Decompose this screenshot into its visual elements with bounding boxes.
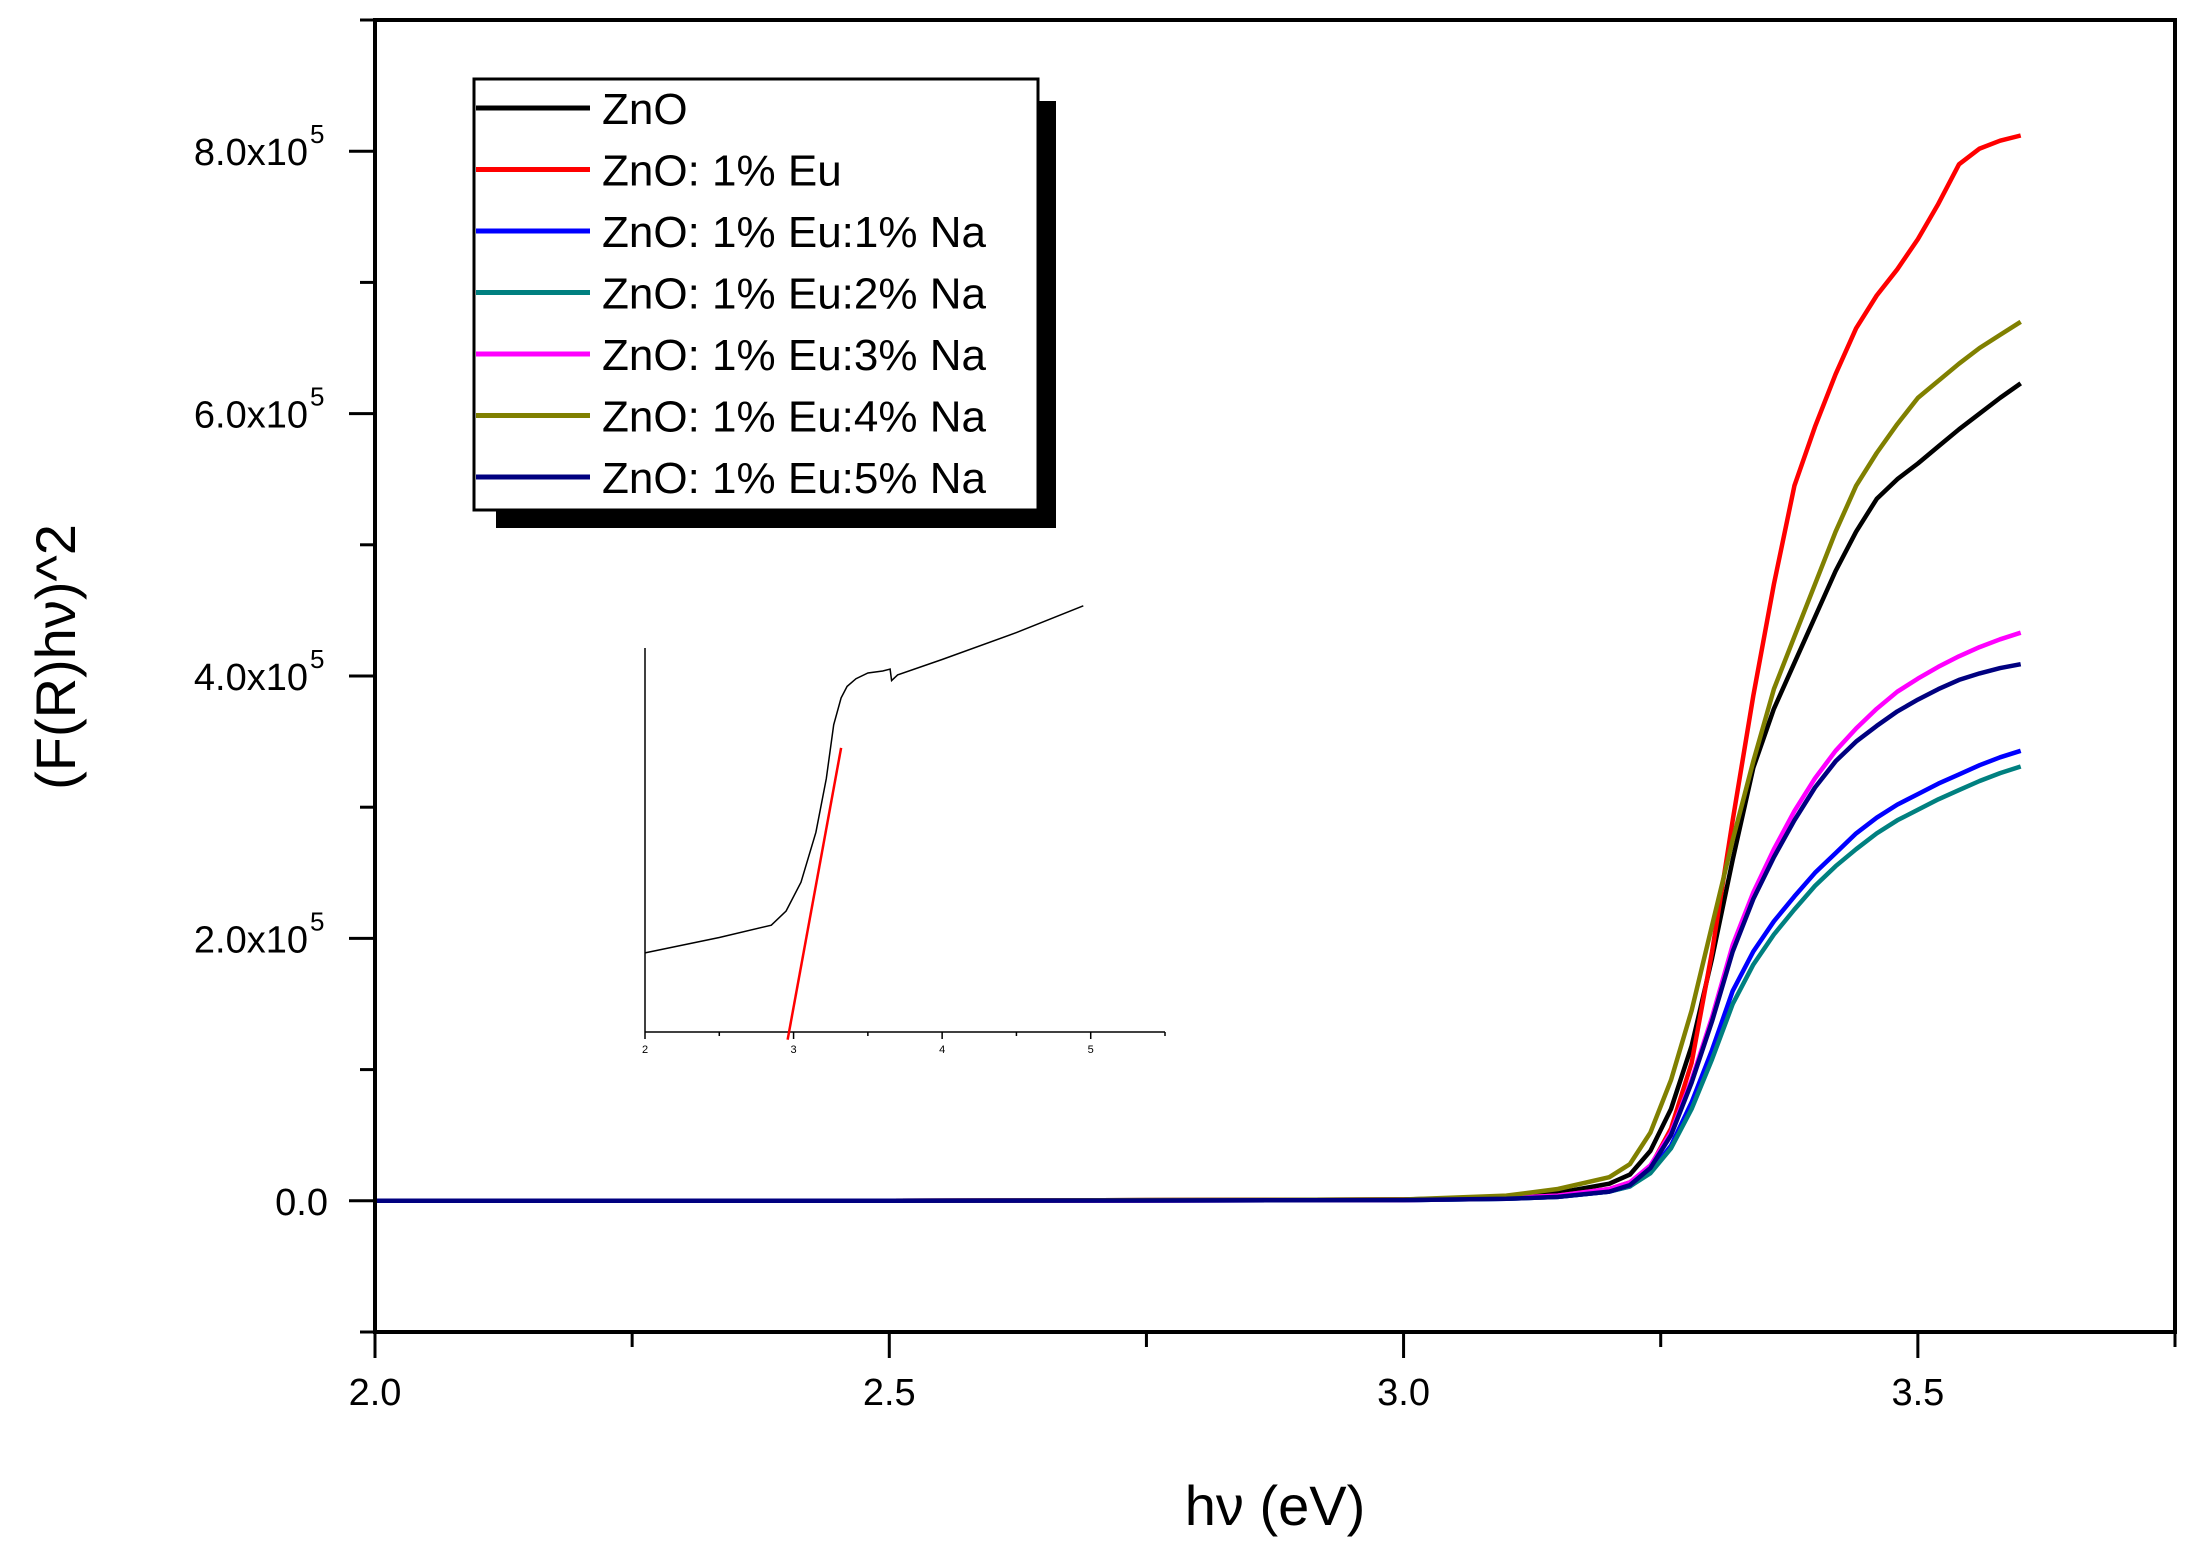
legend-label-zno-1-eu-5-na: ZnO: 1% Eu:5% Na: [602, 454, 986, 503]
inset-x-tick-label: 3: [791, 1044, 797, 1056]
legend: ZnO ZnO: 1% Eu ZnO: 1% Eu:1% Na ZnO: 1% Eu:…: [472, 77, 1056, 528]
y-tick-exponent: 5: [310, 119, 324, 149]
y-tick-label: 0.0: [275, 1182, 328, 1224]
y-tick-exponent: 5: [310, 906, 324, 936]
x-tick-label: 2.5: [863, 1372, 916, 1414]
inset-x-tick-label: 4: [939, 1044, 945, 1056]
legend-label-zno-1-eu-1-na: ZnO: 1% Eu:1% Na: [602, 208, 986, 257]
legend-label-zno-1-eu-2-na: ZnO: 1% Eu:2% Na: [602, 270, 986, 319]
legend-label-zno-1-eu-3-na: ZnO: 1% Eu:3% Na: [602, 331, 986, 380]
series-line-zno-1-eu-5-na: [375, 661, 2022, 1204]
y-tick-exponent: 5: [310, 382, 324, 412]
series-line-zno: [375, 381, 2022, 1204]
inset-x-axis: 2 3 4 5: [642, 648, 1166, 1056]
y-tick-exponent: 5: [310, 644, 324, 674]
y-tick-label: 8.0x10: [194, 132, 308, 174]
x-tick-label: 3.0: [1377, 1372, 1430, 1414]
legend-label-zno-1-eu: ZnO: 1% Eu: [602, 147, 842, 196]
x-tick-label: 2.0: [349, 1372, 402, 1414]
inset-fit-line: [786, 747, 843, 1040]
legend-label-zno-1-eu-4-na: ZnO: 1% Eu:4% Na: [602, 393, 986, 442]
inset-curve: [644, 605, 1084, 954]
legend-items: ZnO ZnO: 1% Eu ZnO: 1% Eu:1% Na ZnO: 1% Eu:…: [476, 85, 986, 503]
series-line-zno-1-eu-4-na: [375, 319, 2022, 1204]
y-tick-label: 4.0x10: [194, 657, 308, 699]
inset-x-tick-label: 2: [642, 1044, 648, 1056]
x-tick-label: 3.5: [1891, 1372, 1944, 1414]
inset-lines: [644, 605, 1084, 1040]
legend-label-zno: ZnO: [602, 85, 688, 134]
y-axis-label: (F(R)hν)^2: [24, 524, 87, 790]
x-axis: 2.0 2.5 3.0 3.5: [349, 1332, 2177, 1414]
series-layer: [375, 133, 2022, 1204]
y-tick-label: 2.0x10: [194, 919, 308, 961]
inset-chart: 2 3 4 5: [642, 605, 1166, 1056]
y-axis: 0.02.0x10 54.0x10 56.0x10 58.0x10 5: [194, 18, 375, 1334]
y-tick-label: 6.0x10: [194, 395, 308, 437]
x-axis-label: hν (eV): [1185, 1474, 1366, 1537]
inset-x-tick-label: 5: [1088, 1044, 1094, 1056]
